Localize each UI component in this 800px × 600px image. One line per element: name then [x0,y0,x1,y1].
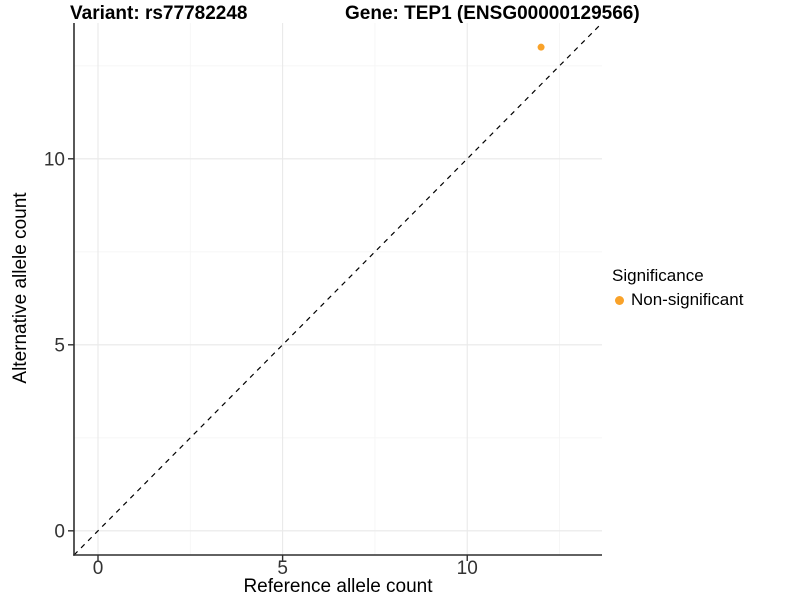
data-point [537,43,545,51]
y-tick-label: 0 [54,521,65,542]
legend-item-label: Non-significant [631,290,744,309]
legend: Significance Non-significant [612,266,743,310]
x-axis-title: Reference allele count [243,576,433,597]
gene-title: Gene: TEP1 (ENSG00000129566) [345,3,640,24]
variant-title: Variant: rs77782248 [70,3,248,24]
x-tick-label: 10 [457,558,478,579]
x-tick-label: 5 [277,558,288,579]
y-tick-label: 10 [44,149,65,170]
legend-title: Significance [612,266,704,285]
legend-dot-icon [615,295,624,305]
x-tick-label: 0 [93,558,104,579]
legend-item: Non-significant [612,290,743,310]
identity-line [73,22,603,556]
y-axis-title: Alternative allele count [10,192,31,384]
y-tick-label: 5 [54,335,65,356]
